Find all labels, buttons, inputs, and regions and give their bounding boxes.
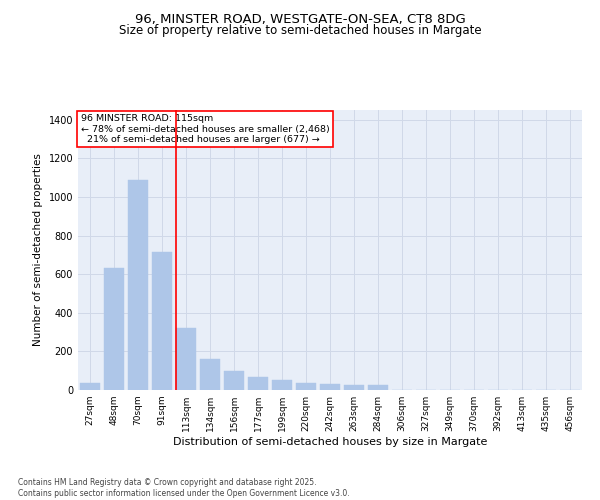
Bar	[152, 252, 172, 390]
Bar	[224, 370, 244, 390]
X-axis label: Distribution of semi-detached houses by size in Margate: Distribution of semi-detached houses by …	[173, 437, 487, 447]
Bar	[80, 383, 100, 390]
Bar	[344, 384, 364, 390]
Bar	[296, 383, 316, 390]
Text: 96 MINSTER ROAD: 115sqm
← 78% of semi-detached houses are smaller (2,468)
  21% : 96 MINSTER ROAD: 115sqm ← 78% of semi-de…	[80, 114, 329, 144]
Text: Contains HM Land Registry data © Crown copyright and database right 2025.
Contai: Contains HM Land Registry data © Crown c…	[18, 478, 350, 498]
Bar	[200, 359, 220, 390]
Text: 96, MINSTER ROAD, WESTGATE-ON-SEA, CT8 8DG: 96, MINSTER ROAD, WESTGATE-ON-SEA, CT8 8…	[134, 12, 466, 26]
Y-axis label: Number of semi-detached properties: Number of semi-detached properties	[33, 154, 43, 346]
Bar	[368, 385, 388, 390]
Bar	[272, 380, 292, 390]
Text: Size of property relative to semi-detached houses in Margate: Size of property relative to semi-detach…	[119, 24, 481, 37]
Bar	[128, 180, 148, 390]
Bar	[248, 378, 268, 390]
Bar	[104, 268, 124, 390]
Bar	[320, 384, 340, 390]
Bar	[176, 328, 196, 390]
